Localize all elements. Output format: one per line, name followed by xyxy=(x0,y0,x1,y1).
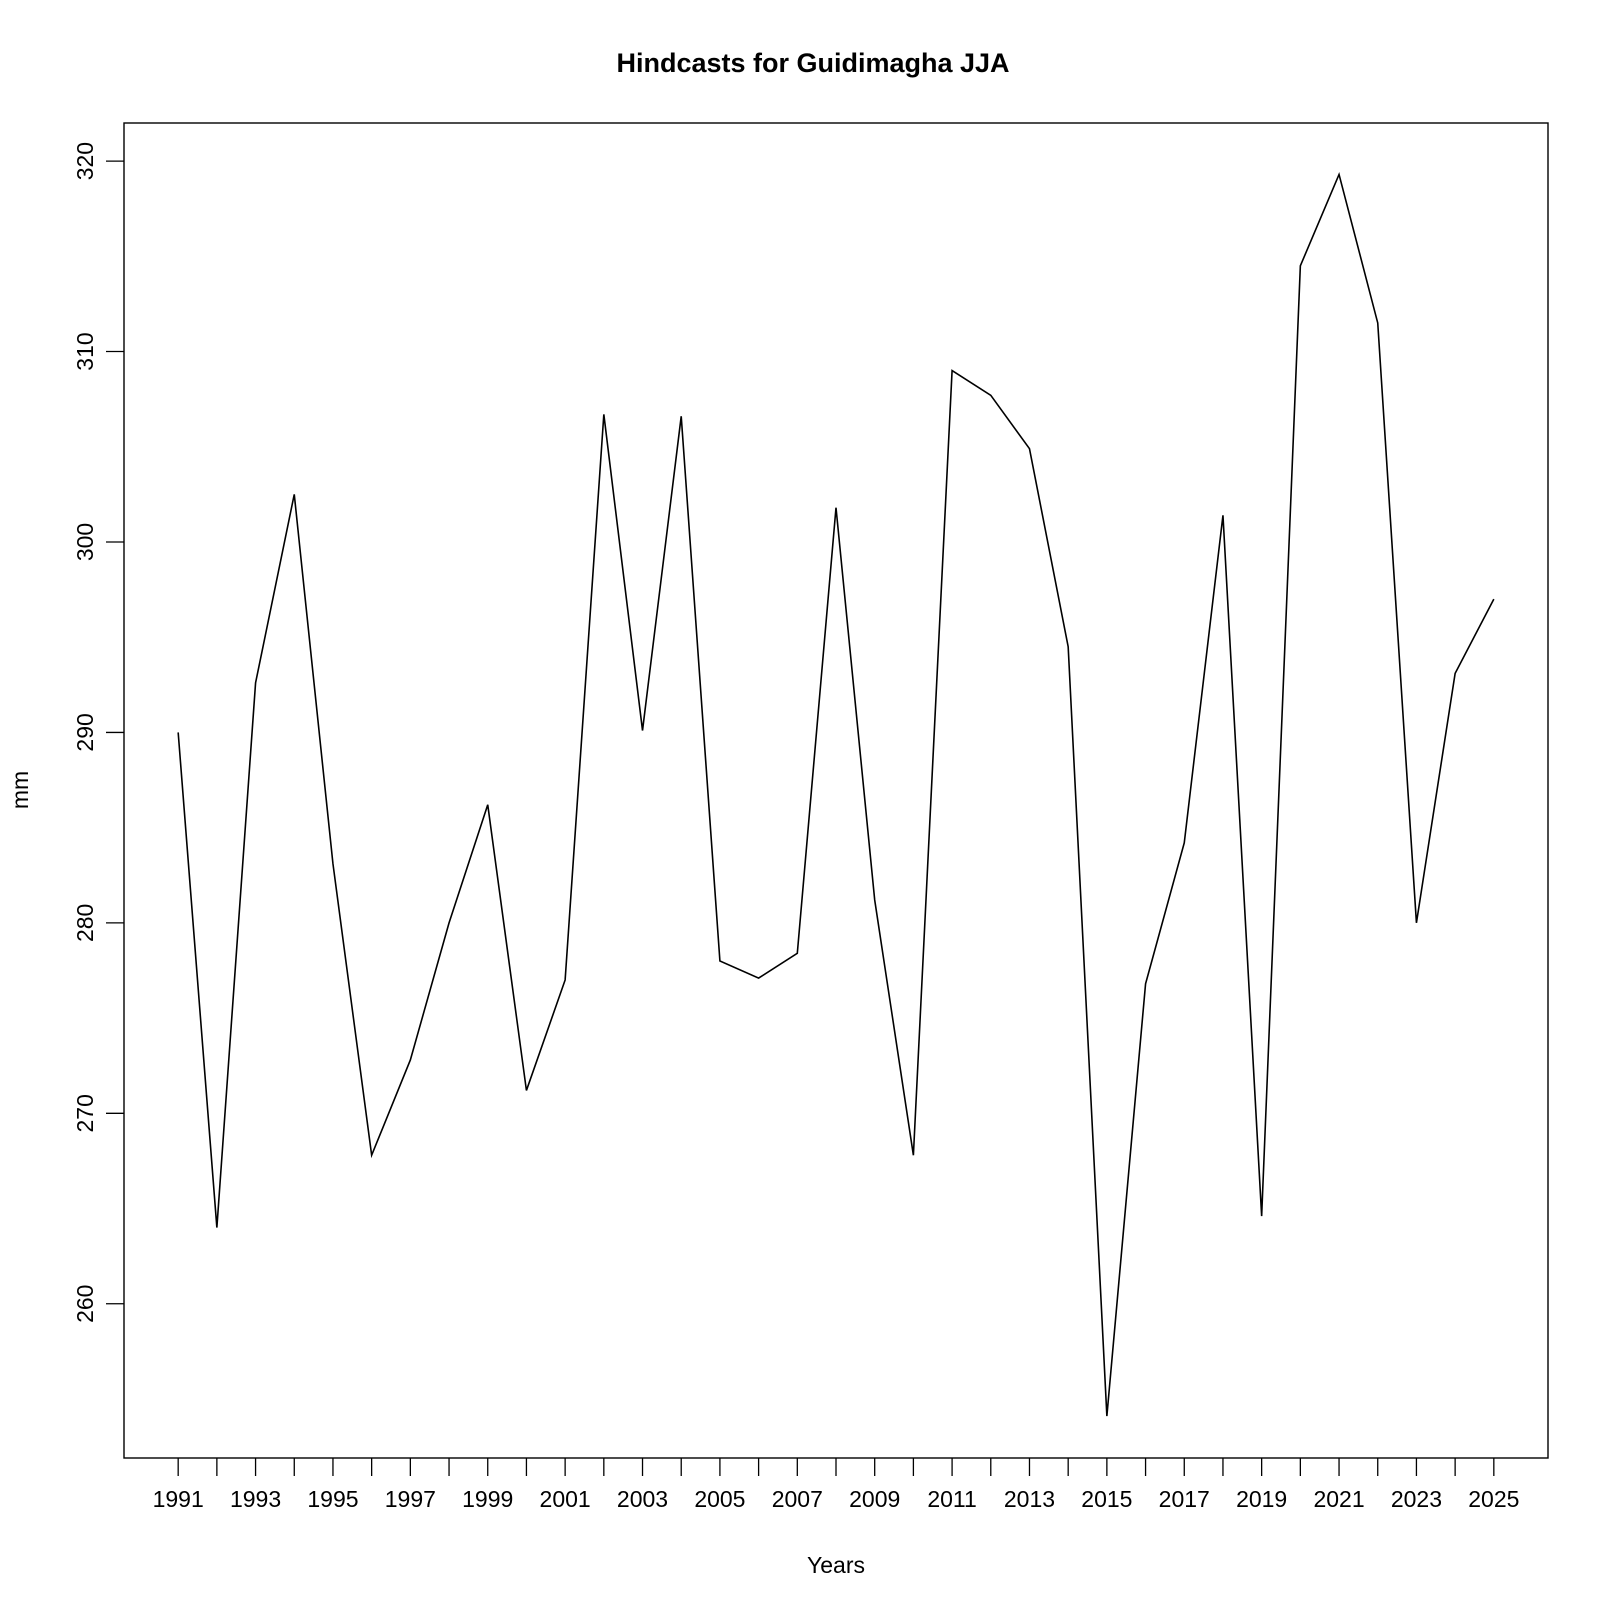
y-axis: 260 270 280 290 300 310 320 xyxy=(72,142,124,1323)
x-tick-label: 2007 xyxy=(772,1486,823,1512)
x-tick-label: 1993 xyxy=(230,1486,281,1512)
x-tick-label: 2021 xyxy=(1313,1486,1364,1512)
x-tick-label: 2001 xyxy=(540,1486,591,1512)
y-axis-label: mm xyxy=(7,771,33,809)
series-line xyxy=(177,171,1495,1417)
y-tick-label: 300 xyxy=(72,523,98,561)
plot-frame xyxy=(123,122,1549,1459)
x-tick-label: 1997 xyxy=(385,1486,436,1512)
x-tick-label: 2005 xyxy=(694,1486,745,1512)
x-tick-label: 2011 xyxy=(927,1486,976,1512)
x-tick-label: 1991 xyxy=(153,1486,204,1512)
y-tick-label: 270 xyxy=(72,1094,98,1132)
x-tick-label: 2019 xyxy=(1236,1486,1287,1512)
y-tick-label: 260 xyxy=(72,1285,98,1323)
y-tick-label: 280 xyxy=(72,904,98,942)
x-tick-label: 2003 xyxy=(617,1486,668,1512)
chart-title: Hindcasts for Guidimagha JJA xyxy=(616,48,1009,78)
x-tick-label: 2015 xyxy=(1081,1486,1132,1512)
x-tick-label: 1995 xyxy=(307,1486,358,1512)
x-tick-label: 2025 xyxy=(1468,1486,1519,1512)
x-axis-label: Years xyxy=(807,1552,865,1578)
y-tick-label: 320 xyxy=(72,142,98,180)
x-tick-label: 2009 xyxy=(849,1486,900,1512)
series-layer xyxy=(177,171,1495,1417)
x-tick-label: 2023 xyxy=(1391,1486,1442,1512)
y-tick-label: 310 xyxy=(72,332,98,370)
y-tick-label: 290 xyxy=(72,713,98,751)
x-axis: 1991 1993 1995 1997 1999 2001 2003 2005 2007 2009… xyxy=(153,1458,1519,1512)
x-tick-label: 2017 xyxy=(1159,1486,1210,1512)
x-tick-label: 2013 xyxy=(1004,1486,1055,1512)
x-tick-label: 1999 xyxy=(462,1486,513,1512)
